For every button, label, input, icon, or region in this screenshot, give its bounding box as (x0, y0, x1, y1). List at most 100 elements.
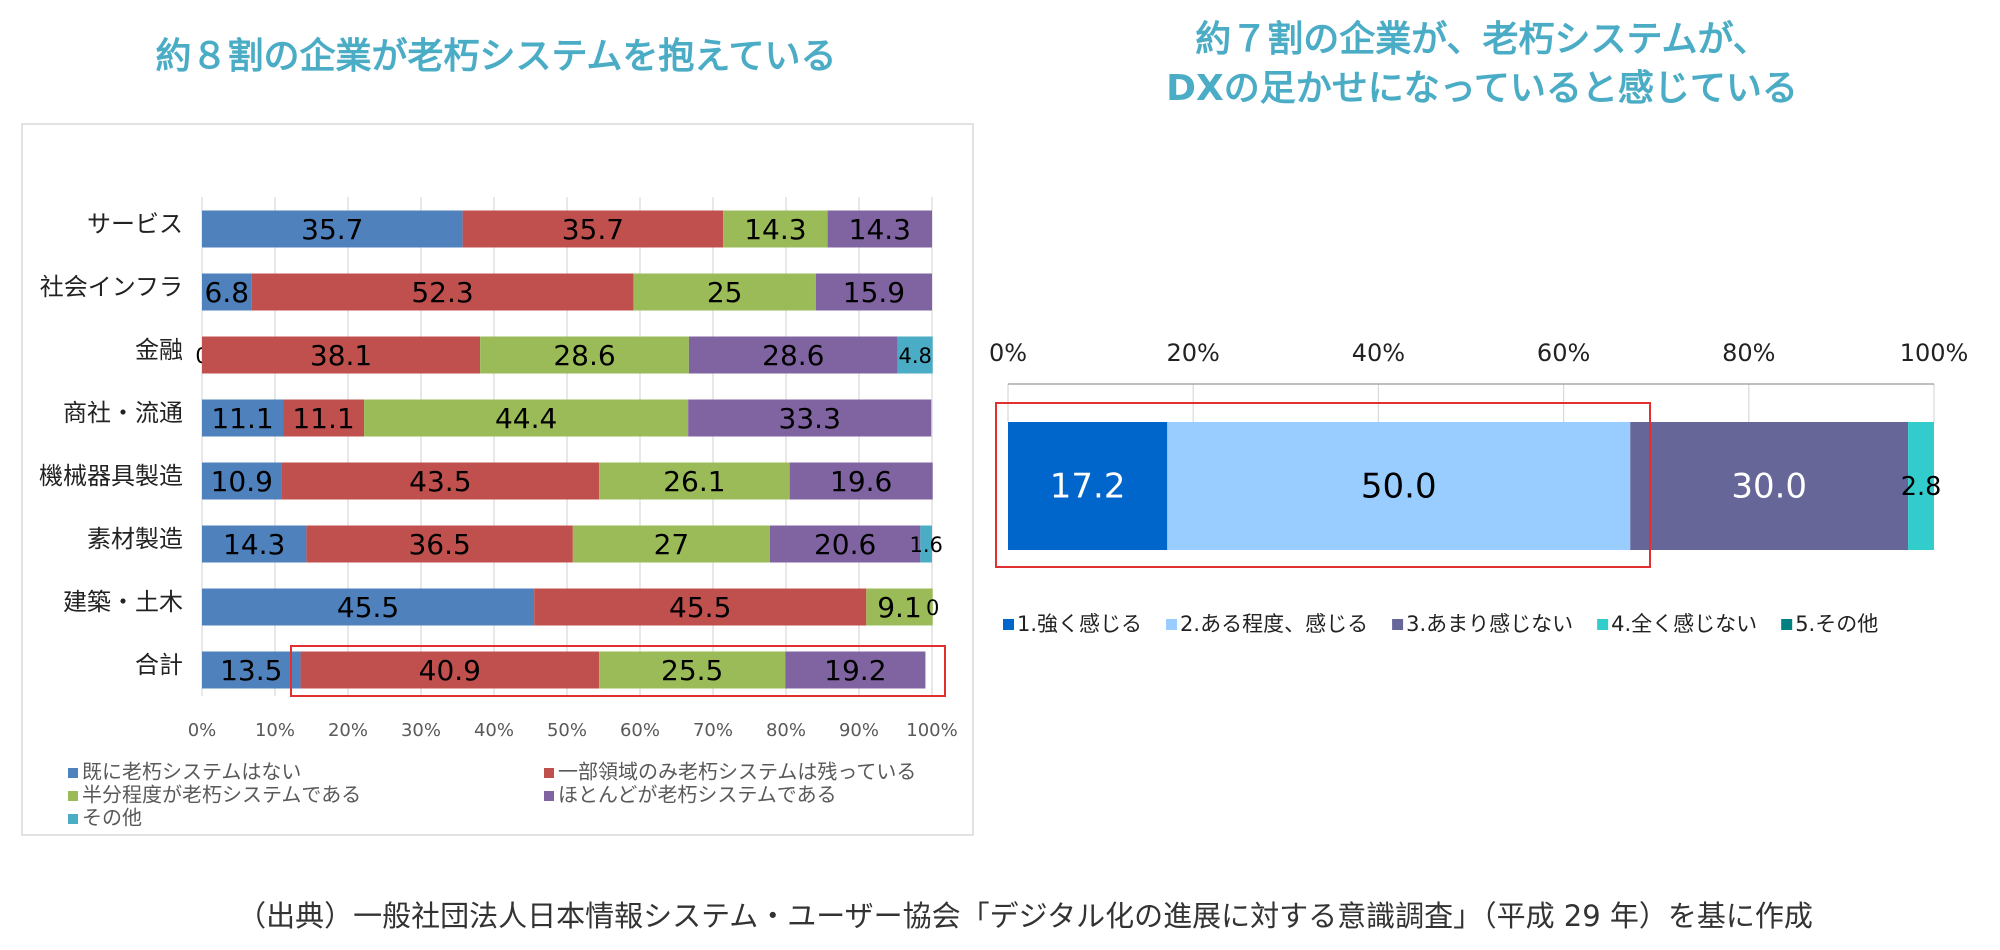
legend-label: ほとんどが老朽システムである (558, 783, 837, 807)
value-label: 9.1 (877, 591, 922, 624)
bar-segment (769, 525, 921, 563)
value-label: 20.6 (814, 528, 876, 561)
legend-swatch (1781, 619, 1793, 630)
bar-segment (1908, 422, 1934, 550)
legend-swatch (68, 791, 78, 801)
bar-segment (1167, 422, 1631, 550)
x-tick-label: 10% (255, 720, 295, 741)
legend-label: 4.全く感じない (1611, 612, 1757, 636)
highlight-box (290, 645, 946, 697)
bar-segment (599, 462, 790, 500)
bar-segment (202, 399, 284, 437)
value-label: 43.5 (409, 465, 471, 498)
value-label: 14.3 (744, 213, 806, 246)
legend-label: 5.その他 (1795, 612, 1878, 636)
value-label: 1.6 (909, 533, 942, 557)
category-label: サービス (87, 210, 183, 238)
bar-segment (462, 210, 724, 248)
value-label: 19.2 (824, 654, 886, 687)
legend-swatch (1166, 619, 1178, 630)
x-tick-label: 30% (401, 720, 441, 741)
bar-segment (202, 462, 282, 500)
x-tick-label: 0% (188, 720, 217, 741)
value-label: 14.3 (849, 213, 911, 246)
value-label: 25 (707, 276, 743, 309)
x-tick-label: 50% (547, 720, 587, 741)
value-label: 28.6 (762, 339, 824, 372)
bar-segment (534, 588, 867, 626)
x-tick-label: 80% (1722, 339, 1775, 367)
value-label: 52.3 (411, 276, 473, 309)
value-label: 26.1 (663, 465, 725, 498)
x-tick-label: 70% (693, 720, 733, 741)
value-label: 45.5 (337, 591, 399, 624)
bar-segment (202, 588, 535, 626)
value-label: 0 (926, 596, 939, 620)
bar-segment (480, 336, 689, 374)
legend-label: 3.あまり感じない (1406, 612, 1573, 636)
value-label: 35.7 (301, 213, 363, 246)
chart-title: 約７割の企業が、老朽システムが、 (1195, 18, 1768, 60)
bar-segment (920, 525, 932, 563)
bar-segment (688, 399, 932, 437)
bar-segment (300, 651, 600, 689)
highlight-box (995, 402, 1651, 568)
bar-segment (723, 210, 828, 248)
bar-segment (281, 462, 600, 500)
x-tick-label: 90% (839, 720, 879, 741)
value-label: 44.4 (495, 402, 557, 435)
bar-segment (827, 210, 932, 248)
category-label: 社会インフラ (40, 273, 183, 301)
x-tick-label: 20% (328, 720, 368, 741)
legend-swatch (1597, 619, 1609, 630)
value-label: 38.1 (310, 339, 372, 372)
category-label: 商社・流通 (63, 399, 183, 427)
value-label: 50.0 (1361, 467, 1437, 507)
legend-label: 一部領域のみ老朽システムは残っている (558, 760, 916, 784)
legend-label: 半分程度が老朽システムである (82, 783, 361, 807)
value-label: 25.5 (661, 654, 723, 687)
value-label: 35.7 (562, 213, 624, 246)
x-tick-label: 60% (620, 720, 660, 741)
bar-segment (815, 273, 932, 311)
bar-segment (688, 336, 898, 374)
bar-segment (202, 525, 307, 563)
bar-segment (202, 336, 481, 374)
left-panel (21, 123, 974, 836)
bar-segment (633, 273, 816, 311)
legend-label: その他 (82, 806, 142, 830)
x-tick-label: 0% (989, 339, 1027, 367)
legend-label: 既に老朽システムはない (82, 760, 301, 784)
value-label: 28.6 (553, 339, 615, 372)
chart-title: 約８割の企業が老朽システムを抱えている (155, 35, 836, 77)
value-label: 11.1 (292, 402, 354, 435)
value-label: 40.9 (419, 654, 481, 687)
legend-swatch (544, 768, 554, 778)
bar-segment (1630, 422, 1909, 550)
bar-segment (599, 651, 786, 689)
value-label: 11.1 (211, 402, 273, 435)
value-label: 10.9 (211, 465, 273, 498)
x-tick-label: 40% (1352, 339, 1405, 367)
bar-segment (897, 336, 933, 374)
x-tick-label: 60% (1537, 339, 1590, 367)
legend-swatch (1392, 619, 1404, 630)
value-label: 17.2 (1050, 467, 1126, 507)
category-label: 素材製造 (87, 525, 183, 553)
bar-segment (202, 273, 252, 311)
bar-segment (202, 651, 301, 689)
value-label: 33.3 (779, 402, 841, 435)
bar-segment (364, 399, 689, 437)
bar-segment (785, 651, 926, 689)
x-tick-label: 100% (906, 720, 957, 741)
x-tick-label: 20% (1167, 339, 1220, 367)
bar-segment (866, 588, 933, 626)
bar-segment (283, 399, 365, 437)
bar-segment (202, 210, 463, 248)
bar-segment (251, 273, 634, 311)
x-tick-label: 80% (766, 720, 806, 741)
x-tick-label: 100% (1900, 339, 1969, 367)
value-label: 6.8 (205, 276, 250, 309)
